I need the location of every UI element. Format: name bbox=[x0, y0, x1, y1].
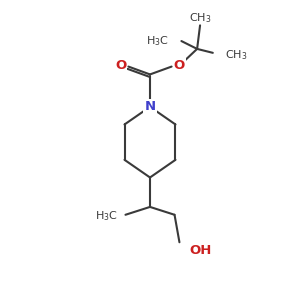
Text: N: N bbox=[144, 100, 156, 113]
Text: O: O bbox=[115, 59, 126, 72]
Text: OH: OH bbox=[189, 244, 212, 256]
Text: CH$_3$: CH$_3$ bbox=[225, 48, 247, 62]
Text: CH$_3$: CH$_3$ bbox=[189, 12, 211, 26]
Text: H$_3$C: H$_3$C bbox=[95, 209, 118, 223]
Text: H$_3$C: H$_3$C bbox=[146, 34, 169, 48]
Text: O: O bbox=[174, 59, 185, 72]
